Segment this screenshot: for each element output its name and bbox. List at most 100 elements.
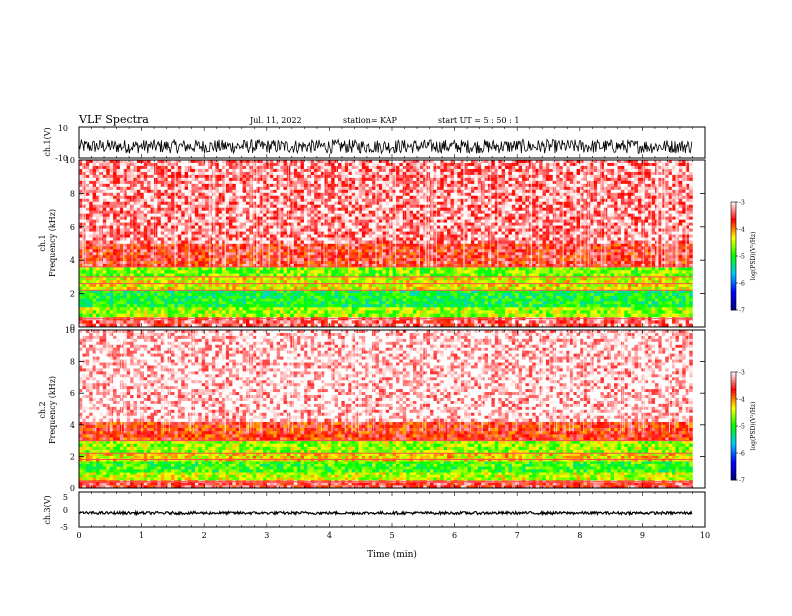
spectrogram-cell bbox=[546, 314, 550, 318]
spectrogram-cell bbox=[618, 252, 622, 255]
spectrogram-cell bbox=[314, 299, 318, 302]
spectrogram-cell bbox=[324, 284, 328, 288]
spectrogram-cell bbox=[79, 270, 83, 274]
spectrogram-cell bbox=[583, 320, 587, 324]
spectrogram-cell bbox=[631, 299, 635, 302]
spectrogram-cell bbox=[185, 244, 189, 247]
spectrogram-cell bbox=[491, 277, 495, 281]
spectrogram-cell bbox=[604, 270, 608, 274]
spectrogram-cell bbox=[236, 293, 240, 296]
spectrogram-cell bbox=[423, 307, 427, 311]
spectrogram-cell bbox=[314, 284, 318, 288]
spectrogram-cell bbox=[403, 296, 407, 299]
spectrogram-cell bbox=[260, 314, 264, 318]
spectrogram-cell bbox=[185, 252, 189, 255]
spectrogram-cell bbox=[512, 277, 516, 281]
spectrogram-cell bbox=[123, 301, 127, 304]
spectrogram-cell bbox=[454, 277, 458, 281]
spectrogram-cell bbox=[341, 314, 345, 318]
spectrogram-cell bbox=[512, 293, 516, 296]
spectrogram-cell bbox=[399, 261, 403, 264]
spectrogram-cell bbox=[82, 284, 86, 288]
spectrogram-cell bbox=[304, 310, 308, 314]
spectrogram-cell bbox=[508, 314, 512, 318]
spectrogram-cell bbox=[86, 301, 90, 304]
spectrogram-cell bbox=[331, 277, 335, 281]
spectrogram-cell bbox=[116, 258, 120, 261]
spectrogram-cell bbox=[502, 299, 506, 302]
spectrogram-cell bbox=[195, 301, 199, 304]
spectrogram-cell bbox=[502, 277, 506, 281]
spectrogram-cell bbox=[440, 246, 444, 249]
spectrogram-cell bbox=[140, 270, 144, 274]
spectrogram-cell bbox=[345, 301, 349, 304]
spectrogram-cell bbox=[188, 293, 192, 296]
spectrogram-cell bbox=[110, 270, 114, 274]
spectrogram-cell bbox=[331, 258, 335, 261]
spectrogram-cell bbox=[195, 310, 199, 314]
spectrogram-cell bbox=[566, 320, 570, 324]
spectrogram-cell bbox=[454, 249, 458, 252]
spectrogram-cell bbox=[566, 270, 570, 274]
spectrogram-cell bbox=[352, 307, 356, 311]
spectrogram-cell bbox=[263, 293, 267, 296]
spectrogram-cell bbox=[491, 293, 495, 296]
spectrogram-cell bbox=[301, 255, 305, 258]
spectrogram-cell bbox=[287, 301, 291, 304]
spectrogram-cell bbox=[679, 252, 683, 255]
spectrogram-cell bbox=[532, 244, 536, 247]
spectrogram-cell bbox=[127, 249, 131, 252]
spectrogram-cell bbox=[89, 320, 93, 324]
spectrogram-cell bbox=[301, 293, 305, 296]
spectrogram-cell bbox=[362, 246, 366, 249]
spectrogram-cell bbox=[301, 258, 305, 261]
spectrogram-cell bbox=[658, 293, 662, 296]
spectrogram-cell bbox=[249, 307, 253, 311]
spectrogram-cell bbox=[447, 320, 451, 324]
spectrogram-cell bbox=[328, 304, 332, 307]
spectrogram-cell bbox=[563, 299, 567, 302]
spectrogram-cell bbox=[549, 258, 553, 261]
spectrogram-cell bbox=[198, 267, 202, 271]
spectrogram-cell bbox=[437, 258, 441, 261]
spectrogram-cell bbox=[662, 314, 666, 318]
spectrogram-cell bbox=[324, 299, 328, 302]
spectrogram-cell bbox=[410, 261, 414, 264]
spectrogram-cell bbox=[556, 299, 560, 302]
spectrogram-cell bbox=[502, 246, 506, 249]
spectrogram-cell bbox=[345, 299, 349, 302]
spectrogram-cell bbox=[352, 296, 356, 299]
spectrogram-cell bbox=[611, 255, 615, 258]
spectrogram-cell bbox=[256, 299, 260, 302]
spectrogram-cell bbox=[369, 249, 373, 252]
spectrogram-cell bbox=[260, 320, 264, 324]
spectrogram-cell bbox=[532, 301, 536, 304]
date-label: Jul. 11, 2022 bbox=[249, 116, 302, 125]
spectrogram-cell bbox=[512, 267, 516, 271]
spectrogram-cell bbox=[195, 304, 199, 307]
spectrogram-cell bbox=[198, 249, 202, 252]
spectrogram-cell bbox=[226, 258, 230, 261]
spectrogram-cell bbox=[624, 304, 628, 307]
spectrogram-cell bbox=[358, 307, 362, 311]
spectrogram-cell bbox=[222, 304, 226, 307]
spectrogram-cell bbox=[672, 314, 676, 318]
spectrogram-cell bbox=[209, 277, 213, 281]
spectrogram-cell bbox=[256, 301, 260, 304]
spectrogram-cell bbox=[471, 270, 475, 274]
spectrogram-cell bbox=[178, 304, 182, 307]
spectrogram-cell bbox=[566, 314, 570, 318]
spectrogram-cell bbox=[301, 310, 305, 314]
spectrogram-cell bbox=[127, 255, 131, 258]
spectrogram-cell bbox=[164, 270, 168, 274]
spectrogram-cell bbox=[352, 304, 356, 307]
spectrogram-cell bbox=[600, 246, 604, 249]
spectrogram-cell bbox=[212, 314, 216, 318]
spectrogram-cell bbox=[86, 255, 90, 258]
spectrogram-cell bbox=[273, 299, 277, 302]
spectrogram-cell bbox=[587, 314, 591, 318]
spectrogram-cell bbox=[536, 284, 540, 288]
spectrogram-cell bbox=[410, 246, 414, 249]
spectrogram-cell bbox=[399, 307, 403, 311]
spectrogram-cell bbox=[570, 267, 574, 271]
